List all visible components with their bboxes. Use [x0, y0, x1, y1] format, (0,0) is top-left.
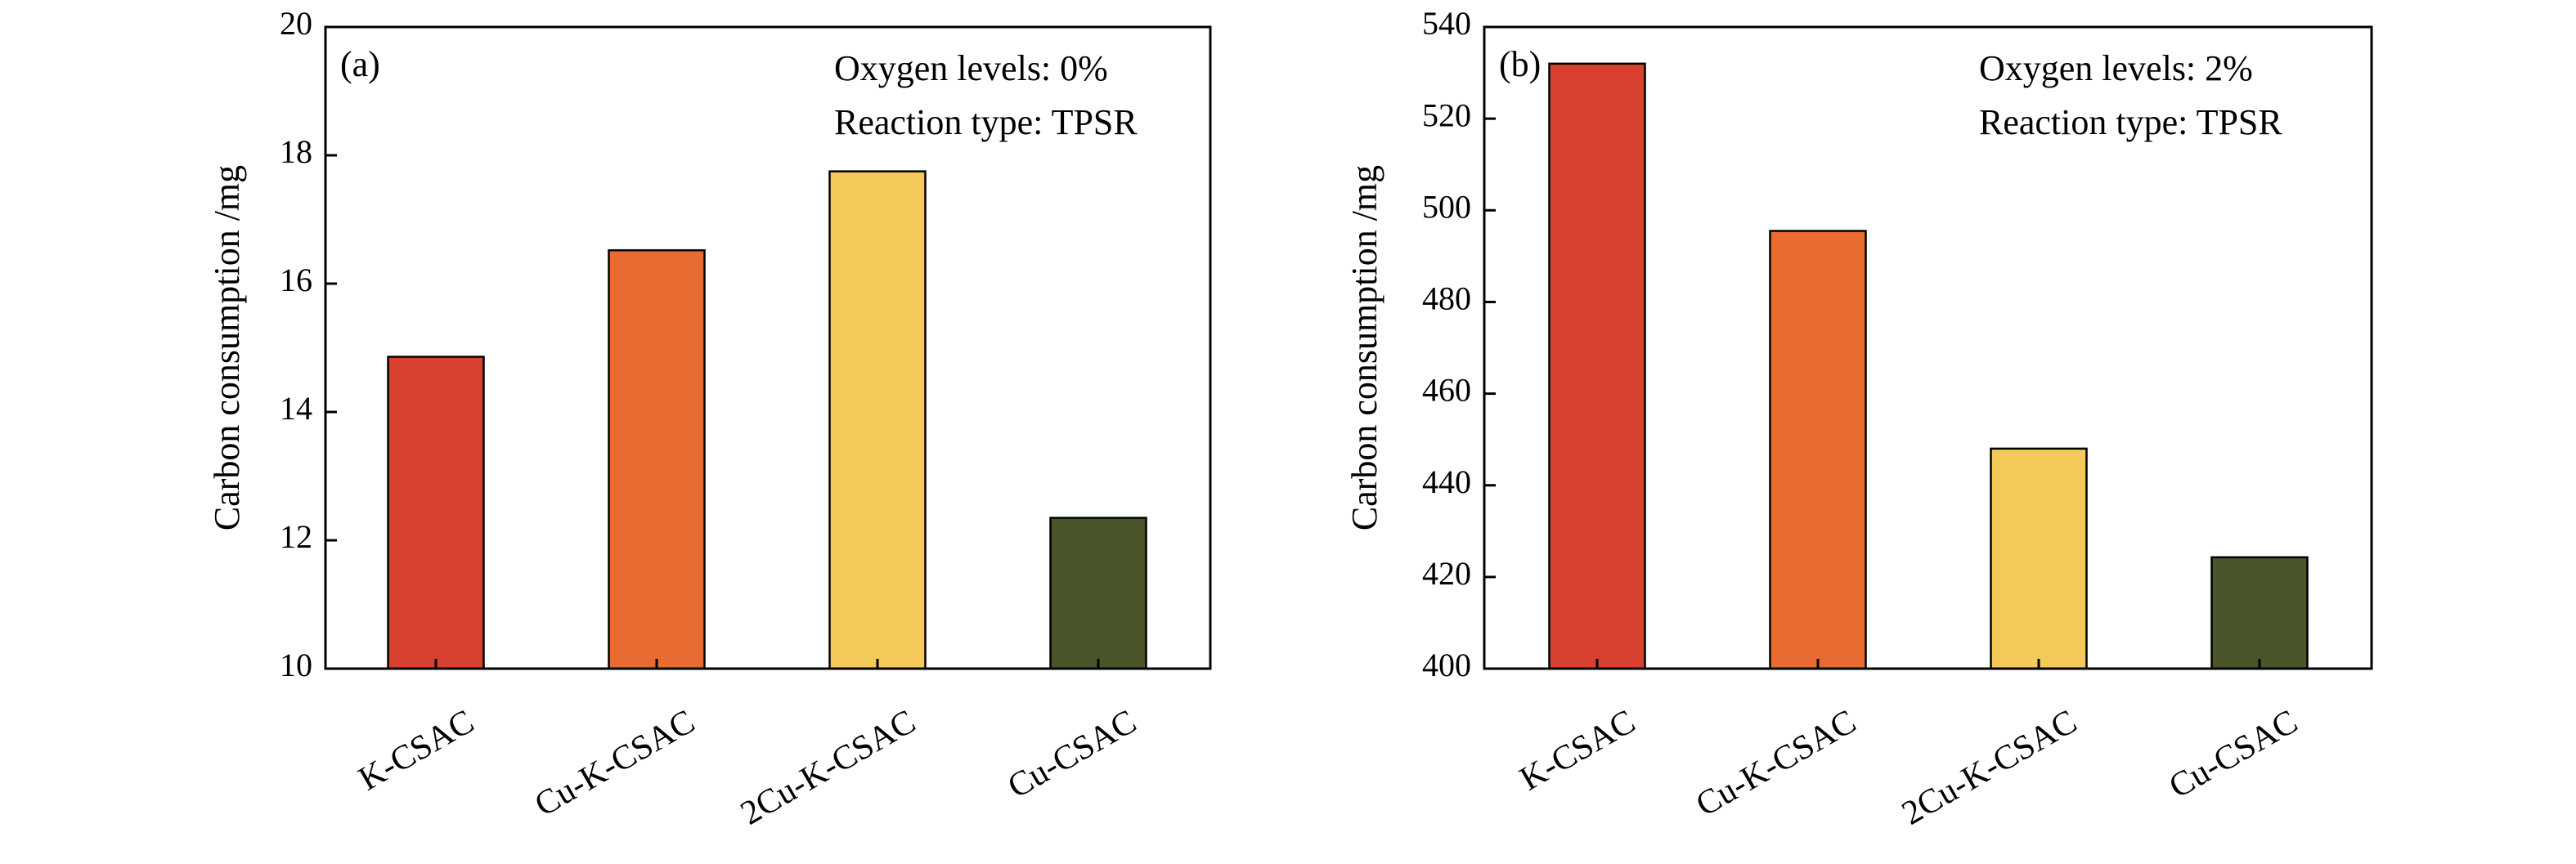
x-tick-label: Cu-CSAC [2163, 703, 2304, 806]
bar-cu-csac [1049, 517, 1147, 670]
y-tick-label: 12 [280, 518, 312, 555]
y-tick-label: 500 [1422, 188, 1471, 225]
x-tick-label: Cu-K-CSAC [528, 703, 701, 824]
y-tick-label: 440 [1422, 463, 1471, 500]
annotation-text: Reaction type: TPSR [834, 102, 1138, 142]
y-tick-label: 20 [280, 5, 312, 42]
annotation-text: Oxygen levels: 0% [834, 48, 1108, 88]
chart-panel-a: K-CSAC Cu-K-CSAC 2Cu-K-CSAC Cu-CSAC 10 12 14 16… [207, 5, 1212, 833]
annotation-text: Reaction type: TPSR [1979, 102, 2282, 142]
bar-2cu-k-csac [828, 170, 927, 670]
plot-frame [324, 25, 1212, 670]
x-tick-label: 2Cu-K-CSAC [1896, 703, 2083, 833]
y-tick-label: 18 [280, 133, 312, 170]
x-tick-label: K-CSAC [1514, 703, 1641, 799]
panel-label: (b) [1499, 44, 1541, 84]
chart-panel-b: K-CSAC Cu-K-CSAC 2Cu-K-CSAC Cu-CSAC 400 420 44… [1344, 5, 2373, 833]
bar-k-csac [1548, 62, 1646, 670]
x-tick-label: Cu-K-CSAC [1690, 703, 1862, 824]
y-tick-label: 420 [1422, 555, 1471, 592]
x-tick-label: Cu-CSAC [1002, 703, 1143, 806]
bar-cu-csac [2210, 556, 2309, 670]
y-tick-label: 10 [280, 647, 312, 683]
y-tick-label: 520 [1422, 96, 1471, 133]
y-tick-label: 480 [1422, 280, 1471, 317]
y-tick-label: 400 [1422, 647, 1471, 683]
annotation-text: Oxygen levels: 2% [1979, 48, 2253, 88]
plot-frame [1483, 25, 2373, 670]
x-tick-label: K-CSAC [352, 703, 480, 799]
y-axis-title: Carbon consumption /mg [1344, 165, 1384, 530]
x-tick-label: 2Cu-K-CSAC [734, 703, 922, 833]
y-tick-label: 16 [280, 262, 312, 298]
y-tick-label: 14 [280, 390, 312, 427]
y-tick-label: 460 [1422, 372, 1471, 409]
y-tick-label: 540 [1422, 5, 1471, 42]
bar-cu-k-csac [1769, 230, 1867, 670]
y-axis-title: Carbon consumption /mg [207, 165, 247, 530]
bar-2cu-k-csac [1990, 447, 2088, 670]
bar-k-csac [387, 356, 485, 670]
bar-cu-k-csac [608, 248, 706, 670]
panel-label: (a) [340, 44, 380, 84]
